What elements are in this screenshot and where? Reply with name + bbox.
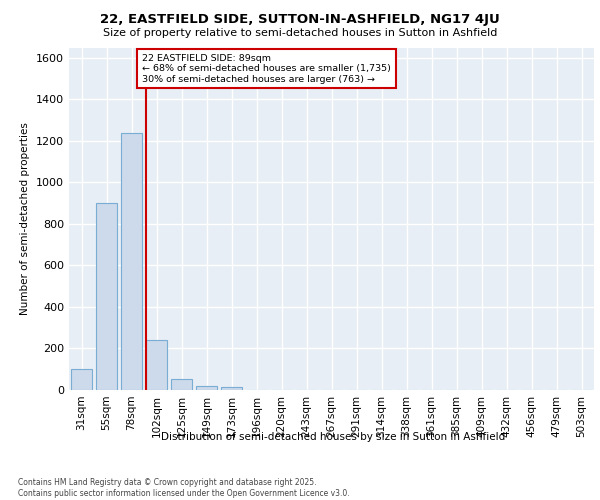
Bar — [71, 369, 92, 390]
Y-axis label: Number of semi-detached properties: Number of semi-detached properties — [20, 122, 31, 315]
Bar — [121, 132, 142, 390]
Bar — [96, 203, 117, 390]
Bar — [221, 387, 242, 390]
Text: Distribution of semi-detached houses by size in Sutton in Ashfield: Distribution of semi-detached houses by … — [161, 432, 505, 442]
Bar — [171, 378, 192, 390]
Text: Size of property relative to semi-detached houses in Sutton in Ashfield: Size of property relative to semi-detach… — [103, 28, 497, 38]
Text: 22, EASTFIELD SIDE, SUTTON-IN-ASHFIELD, NG17 4JU: 22, EASTFIELD SIDE, SUTTON-IN-ASHFIELD, … — [100, 12, 500, 26]
Bar — [146, 340, 167, 390]
Text: Contains HM Land Registry data © Crown copyright and database right 2025.
Contai: Contains HM Land Registry data © Crown c… — [18, 478, 350, 498]
Text: 22 EASTFIELD SIDE: 89sqm
← 68% of semi-detached houses are smaller (1,735)
30% o: 22 EASTFIELD SIDE: 89sqm ← 68% of semi-d… — [142, 54, 391, 84]
Bar — [196, 386, 217, 390]
